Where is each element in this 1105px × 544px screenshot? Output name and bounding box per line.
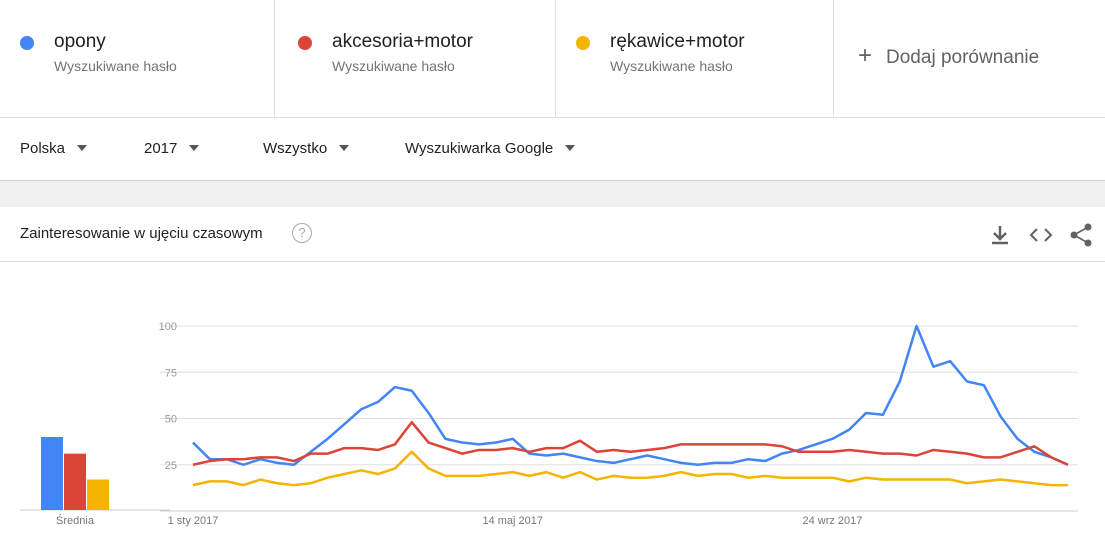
x-tick-label: 14 maj 2017 (482, 515, 543, 527)
x-tick-label: 1 sty 2017 (168, 515, 219, 527)
term-subtitle: Wyszukiwane hasło (54, 58, 177, 74)
help-icon[interactable]: ? (292, 223, 312, 243)
term[interactable]: rękawice+motor Wyszukiwane hasło (556, 0, 834, 117)
series-line (192, 324, 1069, 466)
series-line (192, 420, 1069, 466)
toolbar (992, 223, 1092, 247)
y-tick-label: 75 (165, 367, 177, 379)
series-line (192, 450, 1068, 487)
separator (0, 180, 1105, 207)
filter-dropdown[interactable]: Polska (20, 140, 87, 157)
term-name[interactable]: rękawice+motor (610, 31, 745, 52)
filter-dropdown[interactable]: Wyszukiwarka Google (405, 140, 575, 157)
average-bar (87, 479, 109, 510)
y-tick-label: 25 (165, 460, 177, 472)
average-bar (41, 437, 63, 510)
filter-dropdown[interactable]: Wszystko (263, 140, 349, 157)
term-name[interactable]: opony (54, 31, 106, 52)
y-tick-label: 100 (159, 321, 177, 333)
card-title: Zainteresowanie w ujęciu czasowym (20, 225, 263, 242)
divider (0, 261, 1105, 262)
embed-icon[interactable] (1029, 228, 1053, 242)
term-subtitle: Wyszukiwane hasło (332, 58, 455, 74)
term-name[interactable]: akcesoria+motor (332, 31, 473, 52)
term-dot (298, 36, 312, 50)
share-icon[interactable] (1070, 223, 1092, 247)
divider (0, 117, 1105, 118)
term-subtitle: Wyszukiwane hasło (610, 58, 733, 74)
term-dot (20, 36, 34, 50)
filter-dropdown[interactable]: 2017 (144, 140, 199, 157)
add-comparison-label[interactable]: Dodaj porównanie (886, 47, 1040, 68)
average-label: Średnia (56, 514, 95, 527)
average-bar (64, 453, 86, 510)
term-dot (576, 36, 590, 50)
y-tick-label: 50 (165, 414, 177, 426)
x-tick-label: 24 wrz 2017 (802, 515, 862, 527)
term[interactable]: akcesoria+motor Wyszukiwane hasło (278, 0, 556, 117)
add-comparison[interactable]: + Dodaj porównanie (858, 42, 1040, 69)
download-icon[interactable] (992, 226, 1008, 245)
term[interactable]: opony Wyszukiwane hasło (0, 0, 275, 117)
